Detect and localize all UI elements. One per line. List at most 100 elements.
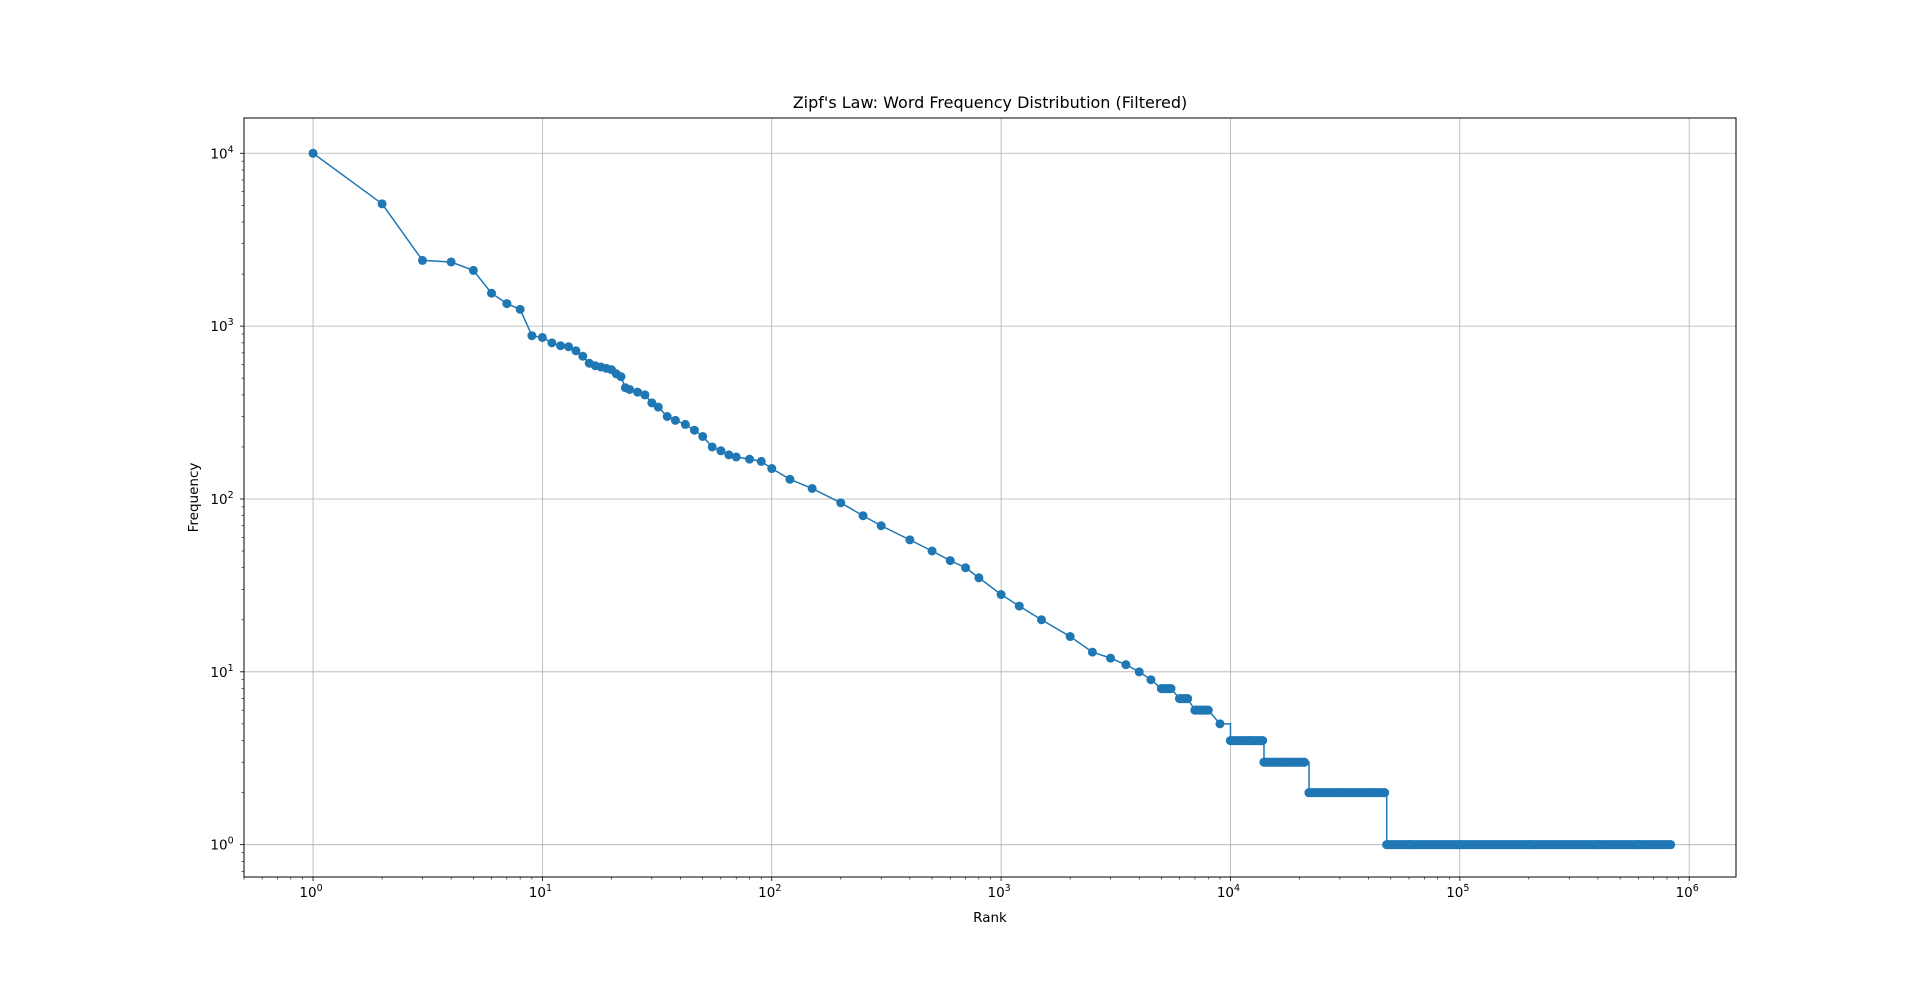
data-point: [377, 199, 387, 209]
data-point: [547, 338, 557, 348]
data-point: [1106, 653, 1116, 663]
data-point: [724, 450, 734, 460]
data-point: [785, 474, 795, 484]
x-tick-label: 101: [529, 883, 552, 901]
data-point: [1666, 840, 1676, 850]
data-point: [468, 265, 478, 275]
data-point: [616, 372, 626, 382]
data-point: [974, 573, 984, 583]
data-point: [716, 446, 726, 456]
data-point: [945, 556, 955, 566]
x-tick-label: 106: [1676, 883, 1699, 901]
y-tick-label: 103: [210, 317, 233, 335]
y-tick-label-exponent: 3: [228, 317, 234, 328]
y-axis-label: Frequency: [186, 463, 202, 533]
data-point: [961, 563, 971, 573]
x-tick-label-exponent: 5: [1463, 883, 1469, 894]
data-point: [640, 390, 650, 400]
x-tick-label: 104: [1217, 883, 1240, 901]
data-point: [1244, 736, 1254, 746]
x-tick-label: 105: [1446, 883, 1469, 901]
data-point: [1593, 840, 1603, 850]
data-point: [1134, 667, 1144, 677]
data-point: [707, 442, 717, 452]
data-point: [564, 342, 574, 352]
data-point: [653, 402, 663, 412]
data-point: [578, 351, 588, 361]
x-tick-label-exponent: 6: [1693, 883, 1699, 894]
data-point: [1278, 757, 1288, 767]
data-point: [1156, 684, 1166, 694]
data-point: [1166, 684, 1176, 694]
y-tick-label: 101: [210, 663, 233, 681]
data-point: [731, 452, 741, 462]
y-tick-label-exponent: 4: [228, 144, 234, 155]
data-point: [756, 456, 766, 466]
data-point: [1014, 601, 1024, 611]
x-tick-label-exponent: 0: [317, 883, 323, 894]
data-point: [1382, 840, 1392, 850]
x-axis-label: Rank: [973, 910, 1007, 926]
data-point: [1121, 660, 1131, 670]
y-tick-label: 102: [210, 490, 233, 508]
data-point: [1146, 675, 1156, 685]
series-frequency: [308, 148, 1676, 850]
data-point: [1183, 694, 1193, 704]
data-point: [807, 483, 817, 493]
x-tick-label-exponent: 1: [546, 883, 552, 894]
y-tick-label-exponent: 2: [228, 490, 234, 501]
data-point: [1087, 647, 1097, 657]
data-point: [662, 412, 672, 422]
data-point: [1364, 788, 1374, 798]
data-point: [858, 511, 868, 521]
data-point: [689, 425, 699, 435]
data-point: [1404, 840, 1414, 850]
data-point: [527, 331, 537, 341]
data-point: [670, 415, 680, 425]
data-point: [487, 288, 497, 298]
data-point: [1203, 705, 1213, 715]
x-tick-label: 100: [299, 883, 322, 901]
y-tick-label-exponent: 0: [228, 836, 234, 847]
x-tick-label: 103: [987, 883, 1010, 901]
data-point: [571, 346, 581, 356]
data-point: [647, 398, 657, 408]
data-point: [1215, 719, 1225, 729]
data-point: [1633, 840, 1643, 850]
data-point: [1455, 840, 1465, 850]
data-point: [767, 464, 777, 474]
data-point: [876, 521, 886, 531]
data-point: [446, 257, 456, 267]
data-point: [1380, 788, 1390, 798]
data-point: [927, 546, 937, 556]
data-point: [1258, 736, 1268, 746]
chart-title: Zipf's Law: Word Frequency Distribution …: [793, 93, 1188, 112]
plot-frame: [243, 117, 1737, 878]
data-point: [1335, 788, 1345, 798]
data-point: [556, 341, 566, 351]
x-tick-label-exponent: 3: [1005, 883, 1011, 894]
data-point: [745, 454, 755, 464]
y-tick-label: 104: [210, 144, 233, 162]
data-point: [1037, 615, 1047, 625]
data-point: [537, 332, 547, 342]
data-point: [996, 590, 1006, 600]
data-point: [308, 148, 318, 158]
data-point: [1065, 632, 1075, 642]
x-tick-label-exponent: 2: [775, 883, 781, 894]
y-tick-label: 100: [210, 836, 233, 854]
data-point: [1190, 705, 1200, 715]
data-point: [836, 498, 846, 508]
data-point: [680, 419, 690, 429]
x-tick-label: 102: [758, 883, 781, 901]
data-point: [905, 535, 915, 545]
data-point: [1259, 757, 1269, 767]
data-point: [1197, 705, 1207, 715]
data-point: [515, 304, 525, 314]
data-point: [1225, 736, 1235, 746]
data-point: [502, 299, 512, 309]
y-tick-label-exponent: 1: [228, 663, 234, 674]
grid: [244, 118, 1736, 877]
